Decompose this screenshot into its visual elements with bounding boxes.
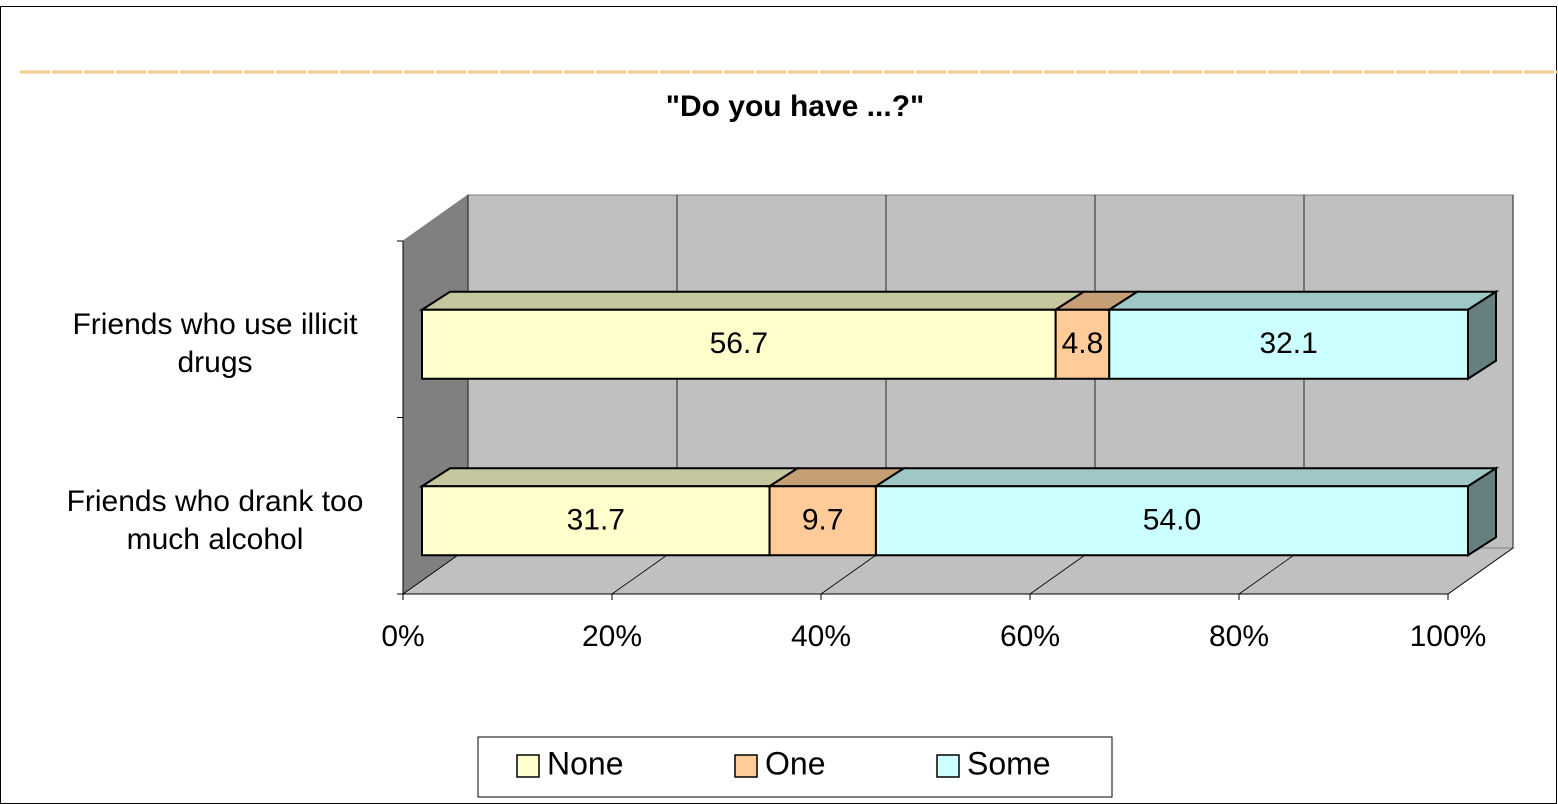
bar — [1108, 308, 1469, 380]
data-label: 56.7 — [710, 327, 768, 360]
bar-top — [418, 290, 1088, 311]
legend — [477, 736, 1113, 798]
category-label: Friends who drank too much alcohol — [66, 484, 364, 556]
bar-top — [872, 467, 1500, 488]
x-tick-label: 0% — [381, 620, 424, 653]
legend-swatch — [936, 754, 960, 778]
grid-line — [1447, 547, 1514, 595]
data-label: 32.1 — [1259, 327, 1317, 360]
legend-label: Some — [967, 745, 1051, 781]
bar-side — [1467, 466, 1497, 558]
legend-swatch — [516, 754, 540, 778]
x-tick-label: 40% — [791, 620, 851, 653]
bar-top — [1105, 290, 1500, 311]
x-tick-label: 80% — [1209, 620, 1269, 653]
data-label: 4.8 — [1062, 327, 1104, 360]
x-tick-label: 100% — [1410, 620, 1487, 653]
bar — [874, 485, 1469, 557]
bar — [768, 485, 877, 557]
data-label: 31.7 — [567, 504, 625, 537]
chart-title: "Do you have ...?" — [666, 90, 925, 123]
legend-label: None — [547, 745, 624, 781]
data-label: 9.7 — [802, 504, 844, 537]
bar-top — [418, 467, 801, 488]
legend-swatch — [734, 754, 758, 778]
data-label: 54.0 — [1143, 504, 1201, 537]
bar-side — [1467, 289, 1497, 381]
category-label: Friends who use illicit drugs — [72, 308, 358, 380]
legend-label: One — [765, 745, 825, 781]
x-tick-label: 60% — [1000, 620, 1060, 653]
x-tick-label: 20% — [582, 620, 642, 653]
bar — [421, 308, 1057, 380]
bar — [1054, 308, 1111, 380]
